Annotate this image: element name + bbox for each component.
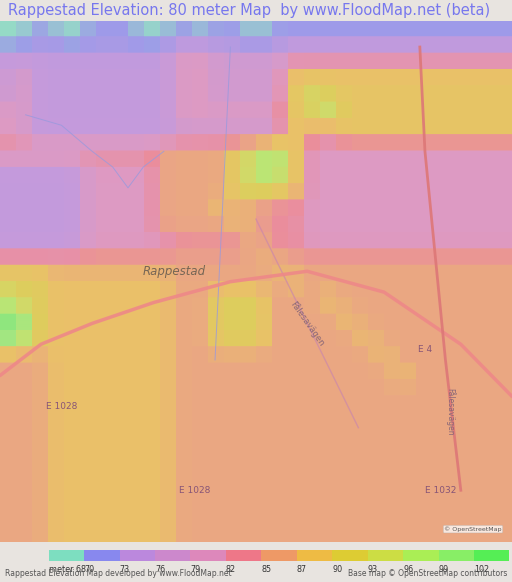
Text: Base map © OpenStreetMap contributors: Base map © OpenStreetMap contributors bbox=[348, 569, 507, 578]
Text: 70: 70 bbox=[84, 565, 94, 574]
Text: Fålesavägen: Fålesavägen bbox=[288, 299, 326, 347]
Text: E 1032: E 1032 bbox=[424, 486, 456, 495]
Bar bbox=[368, 551, 403, 562]
Bar bbox=[190, 551, 226, 562]
Text: 99: 99 bbox=[439, 565, 449, 574]
Text: 90: 90 bbox=[332, 565, 343, 574]
Text: meter 68: meter 68 bbox=[49, 565, 86, 574]
Bar bbox=[439, 551, 474, 562]
Text: Rappestad Elevation: 80 meter Map  by www.FloodMap.net (beta): Rappestad Elevation: 80 meter Map by www… bbox=[8, 3, 490, 18]
Text: 73: 73 bbox=[119, 565, 130, 574]
Bar bbox=[261, 551, 297, 562]
Text: 82: 82 bbox=[226, 565, 236, 574]
Bar bbox=[84, 551, 119, 562]
Text: 85: 85 bbox=[261, 565, 271, 574]
Bar bbox=[155, 551, 190, 562]
Text: 96: 96 bbox=[403, 565, 413, 574]
Bar bbox=[474, 551, 509, 562]
Text: 93: 93 bbox=[368, 565, 378, 574]
Text: Fålesavägen: Fålesavägen bbox=[445, 388, 456, 436]
Text: 79: 79 bbox=[190, 565, 201, 574]
Text: 76: 76 bbox=[155, 565, 165, 574]
Bar bbox=[226, 551, 261, 562]
Bar bbox=[403, 551, 439, 562]
Text: E 1028: E 1028 bbox=[46, 402, 77, 411]
Text: Rappestad Elevation Map developed by www.FloodMap.net: Rappestad Elevation Map developed by www… bbox=[5, 569, 232, 578]
Bar bbox=[332, 551, 368, 562]
Text: 87: 87 bbox=[297, 565, 307, 574]
Text: Rappestad: Rappestad bbox=[142, 265, 206, 278]
Bar bbox=[119, 551, 155, 562]
Text: 102: 102 bbox=[474, 565, 489, 574]
Text: © OpenStreetMap: © OpenStreetMap bbox=[444, 526, 502, 532]
Text: E 4: E 4 bbox=[418, 345, 432, 354]
Bar bbox=[297, 551, 332, 562]
Text: E 1028: E 1028 bbox=[179, 486, 210, 495]
Bar bbox=[49, 551, 84, 562]
